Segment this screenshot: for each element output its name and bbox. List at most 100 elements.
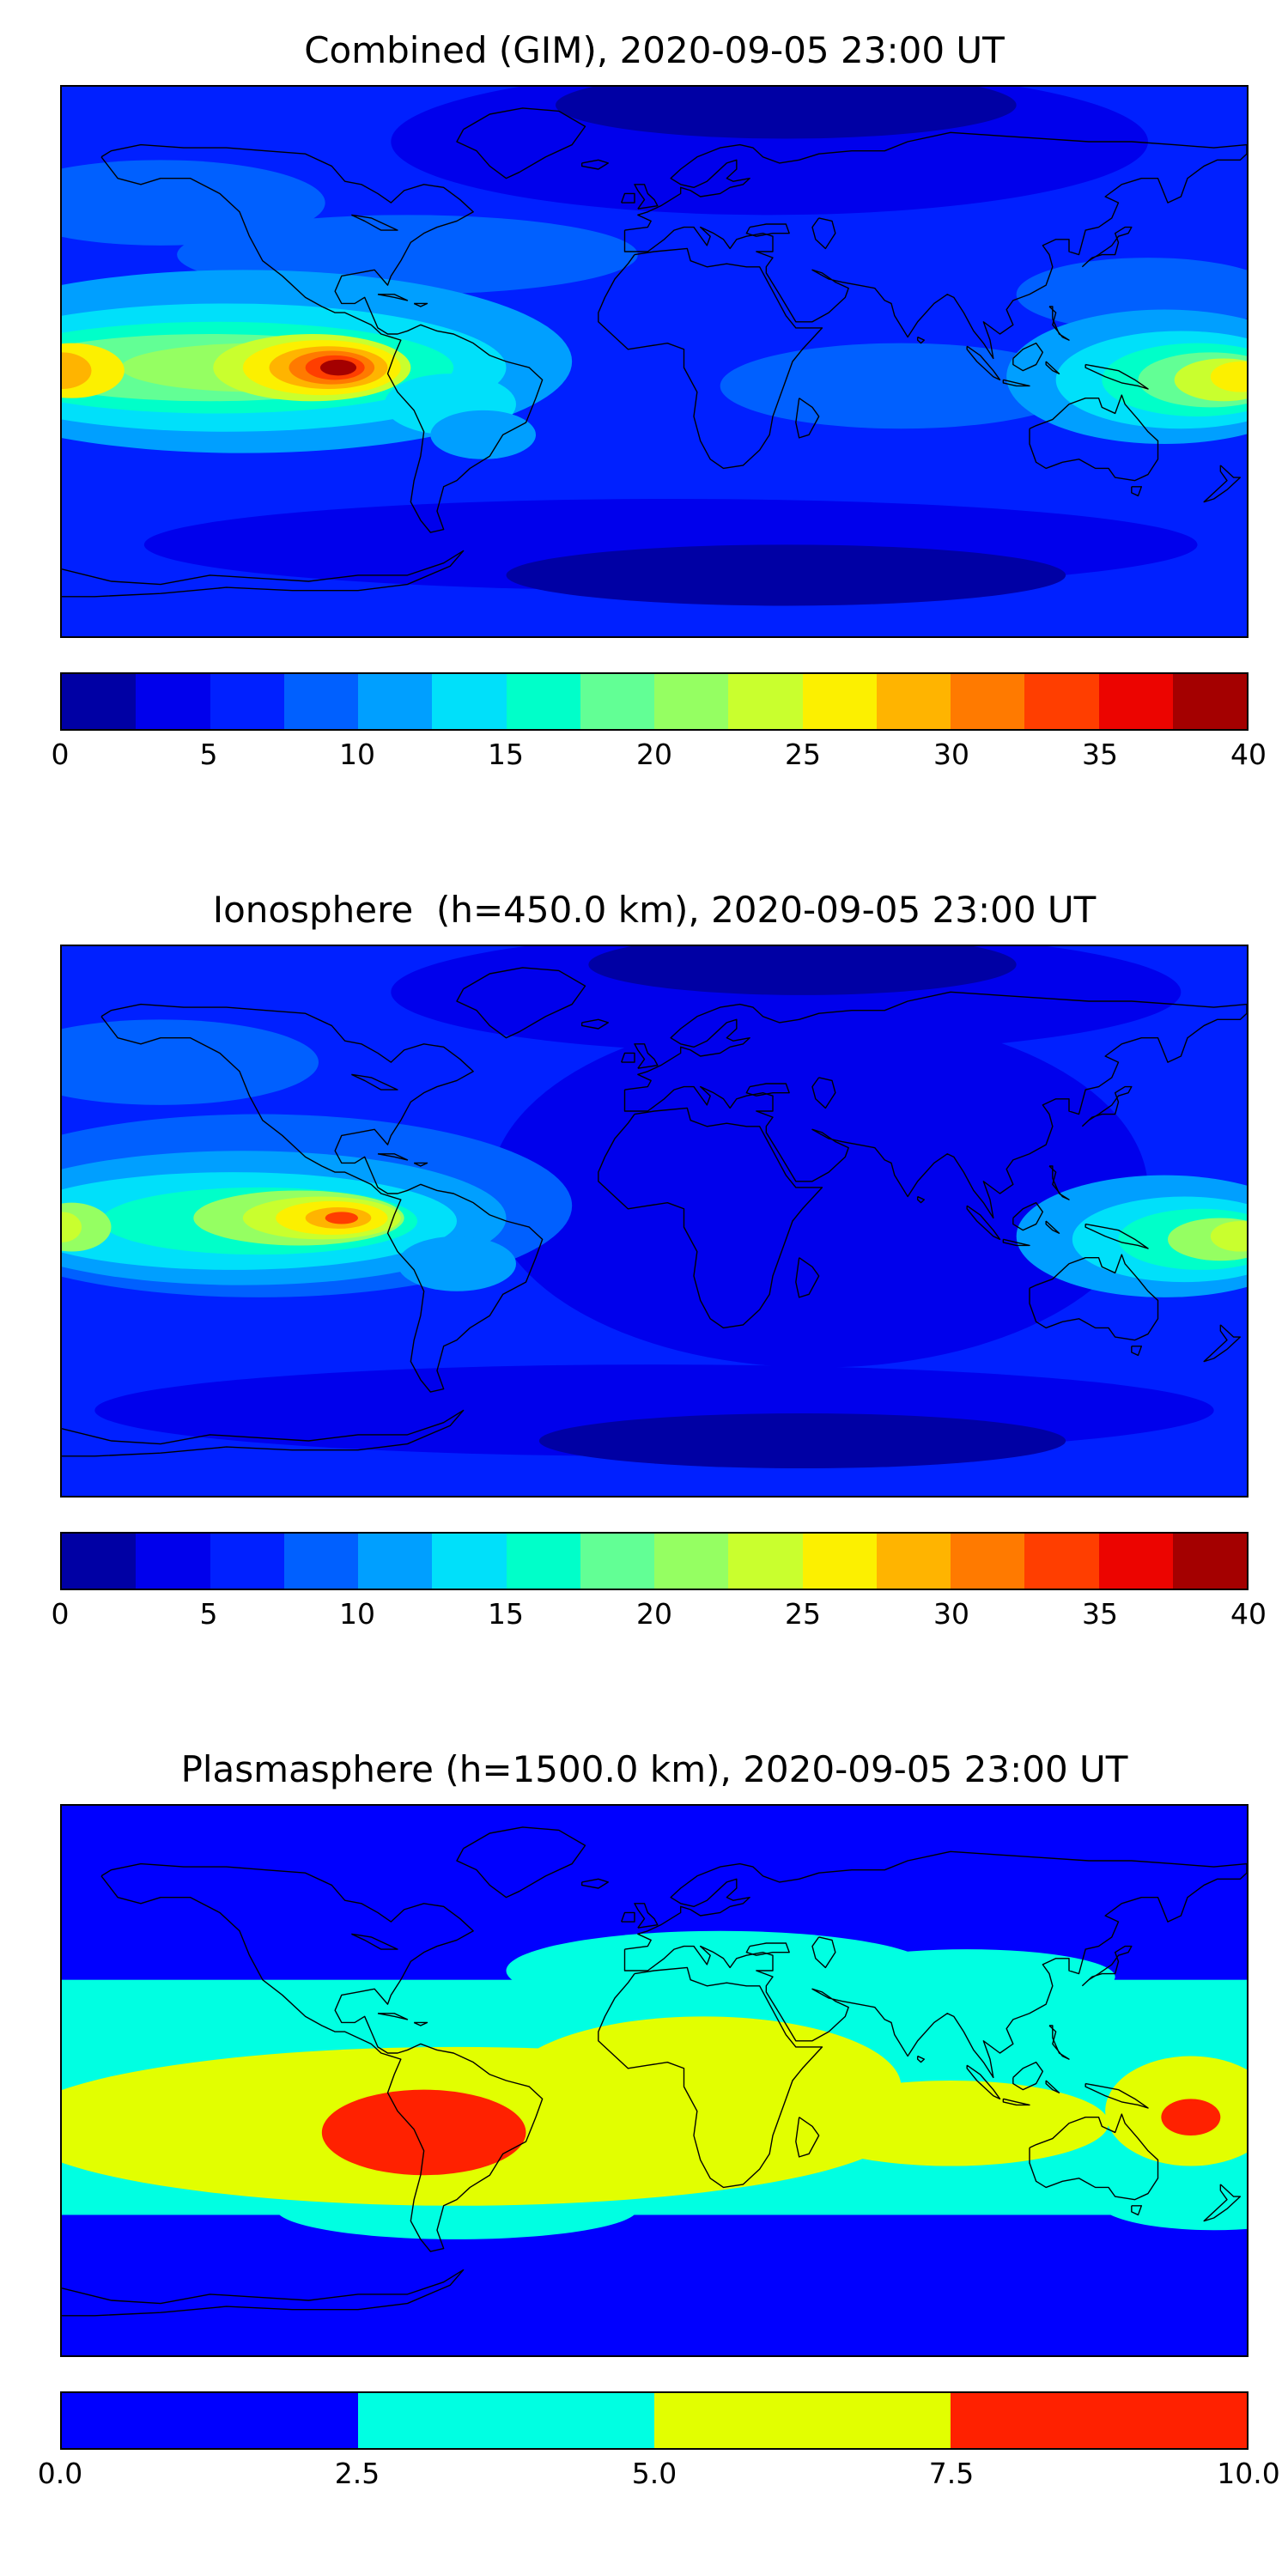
colorbar-segment [951, 2393, 1247, 2448]
colorbar-segment [506, 674, 580, 729]
colorbar-tick-label: 10.0 [1217, 2457, 1280, 2490]
colorbar-segment [283, 1534, 358, 1589]
contour-band [793, 2081, 1109, 2166]
colorbar-segment [358, 2393, 654, 2448]
colorbar-segment [654, 674, 729, 729]
colorbar-tick-label: 5 [199, 738, 218, 771]
colorbar-segment [62, 674, 137, 729]
colorbar-segment [802, 674, 877, 729]
colorbar-segment [136, 674, 210, 729]
contour-bands [62, 87, 1247, 606]
contour-bands [62, 946, 1247, 1468]
panel-plasmasphere: Plasmasphere (h=1500.0 km), 2020-09-05 2… [38, 1748, 1280, 2498]
contour-band [720, 343, 1083, 429]
contour-band [818, 1949, 1115, 2005]
colorbar-tick-label: 25 [785, 738, 821, 771]
contour-band [506, 1930, 934, 2011]
contour-band [62, 1019, 319, 1105]
contour-band [1210, 361, 1247, 392]
contour-band [1161, 2099, 1221, 2136]
panel-ionosphere: Ionosphere (h=450.0 km), 2020-09-05 23:0… [52, 889, 1267, 1638]
colorbar-tick-label: 35 [1082, 738, 1118, 771]
colorbar-tick-label: 30 [933, 738, 969, 771]
coastlines [62, 1827, 1247, 2316]
colorbar-tick-label: 5.0 [631, 2457, 677, 2490]
contour-band [319, 359, 357, 376]
colorbar-segment [802, 1534, 877, 1589]
colorbar-ticks-combined: 0 5 10 15 20 25 30 35 40 [52, 738, 1267, 779]
colorbar-tick-label: 20 [636, 738, 672, 771]
colorbar-segment [432, 674, 507, 729]
colorbar-tick-label: 7.5 [928, 2457, 975, 2490]
figure-root: Combined (GIM), 2020-09-05 23:00 UT 0 5 10… [38, 29, 1280, 2498]
coastlines [62, 108, 1247, 597]
colorbar-segment [728, 674, 803, 729]
colorbar-tick-label: 0.0 [37, 2457, 83, 2490]
colorbar-segment [1024, 1534, 1099, 1589]
colorbar-segment [728, 1534, 803, 1589]
colorbar-tick-label: 15 [488, 738, 524, 771]
colorbar-segment [358, 1534, 433, 1589]
colorbar-ticks-ionosphere: 0 5 10 15 20 25 30 35 40 [52, 1597, 1267, 1638]
colorbar-segment [210, 1534, 284, 1589]
world-map-ionosphere [62, 946, 1247, 1496]
contour-band [62, 1202, 112, 1252]
colorbar-ionosphere [60, 1532, 1249, 1590]
colorbar-tick-label: 30 [933, 1597, 969, 1631]
colorbar-segment [951, 674, 1025, 729]
colorbar-segment [1024, 674, 1099, 729]
colorbar-segment [580, 674, 654, 729]
colorbar-segment [62, 1534, 137, 1589]
contour-band [506, 544, 1066, 606]
colorbar-tick-label: 20 [636, 1597, 672, 1631]
colorbar-segment [654, 2393, 951, 2448]
world-map-plasmasphere [62, 1806, 1247, 2355]
colorbar-segment [1098, 674, 1173, 729]
map-frame-combined [60, 85, 1249, 638]
contour-band [588, 946, 1017, 995]
colorbar-ticks-plasmasphere: 0.0 2.5 5.0 7.5 10.0 [38, 2457, 1280, 2498]
contour-bands [62, 1930, 1247, 2239]
colorbar-segment [210, 674, 284, 729]
colorbar-segment [654, 1534, 729, 1589]
colorbar-tick-label: 0 [51, 738, 70, 771]
colorbar-tick-label: 15 [488, 1597, 524, 1631]
contour-band [321, 2089, 526, 2176]
colorbar-plasmasphere [60, 2391, 1249, 2450]
colorbar-tick-label: 25 [785, 1597, 821, 1631]
colorbar-tick-label: 10 [339, 1597, 375, 1631]
colorbar-segment [136, 1534, 210, 1589]
colorbar-tick-label: 2.5 [334, 2457, 380, 2490]
coastlines [62, 968, 1247, 1456]
colorbar-segment [1172, 674, 1247, 729]
colorbar-tick-label: 35 [1082, 1597, 1118, 1631]
map-frame-plasmasphere [60, 1804, 1249, 2357]
contour-band [430, 410, 536, 459]
colorbar-combined [60, 672, 1249, 731]
colorbar-tick-label: 40 [1230, 738, 1267, 771]
colorbar-segment [876, 1534, 951, 1589]
panel-title-ionosphere: Ionosphere (h=450.0 km), 2020-09-05 23:0… [212, 889, 1097, 931]
world-map-combined [62, 87, 1247, 636]
colorbar-segment [1098, 1534, 1173, 1589]
colorbar-tick-label: 0 [51, 1597, 70, 1631]
contour-band [398, 1236, 516, 1291]
colorbar-tick-label: 40 [1230, 1597, 1267, 1631]
colorbar-segment [1172, 1534, 1247, 1589]
contour-band [556, 87, 1017, 139]
contour-band [1210, 1221, 1247, 1252]
contour-band [325, 1212, 358, 1224]
map-frame-ionosphere [60, 945, 1249, 1498]
colorbar-segment [951, 1534, 1025, 1589]
colorbar-segment [876, 674, 951, 729]
colorbar-segment [283, 674, 358, 729]
colorbar-segment [506, 1534, 580, 1589]
colorbar-segment [358, 674, 433, 729]
colorbar-tick-label: 10 [339, 738, 375, 771]
panel-title-plasmasphere: Plasmasphere (h=1500.0 km), 2020-09-05 2… [180, 1748, 1128, 1790]
colorbar-segment [62, 2393, 358, 2448]
contour-band [62, 352, 92, 389]
contour-band [538, 1413, 1066, 1468]
panel-title-combined: Combined (GIM), 2020-09-05 23:00 UT [304, 29, 1005, 71]
colorbar-tick-label: 5 [199, 1597, 218, 1631]
